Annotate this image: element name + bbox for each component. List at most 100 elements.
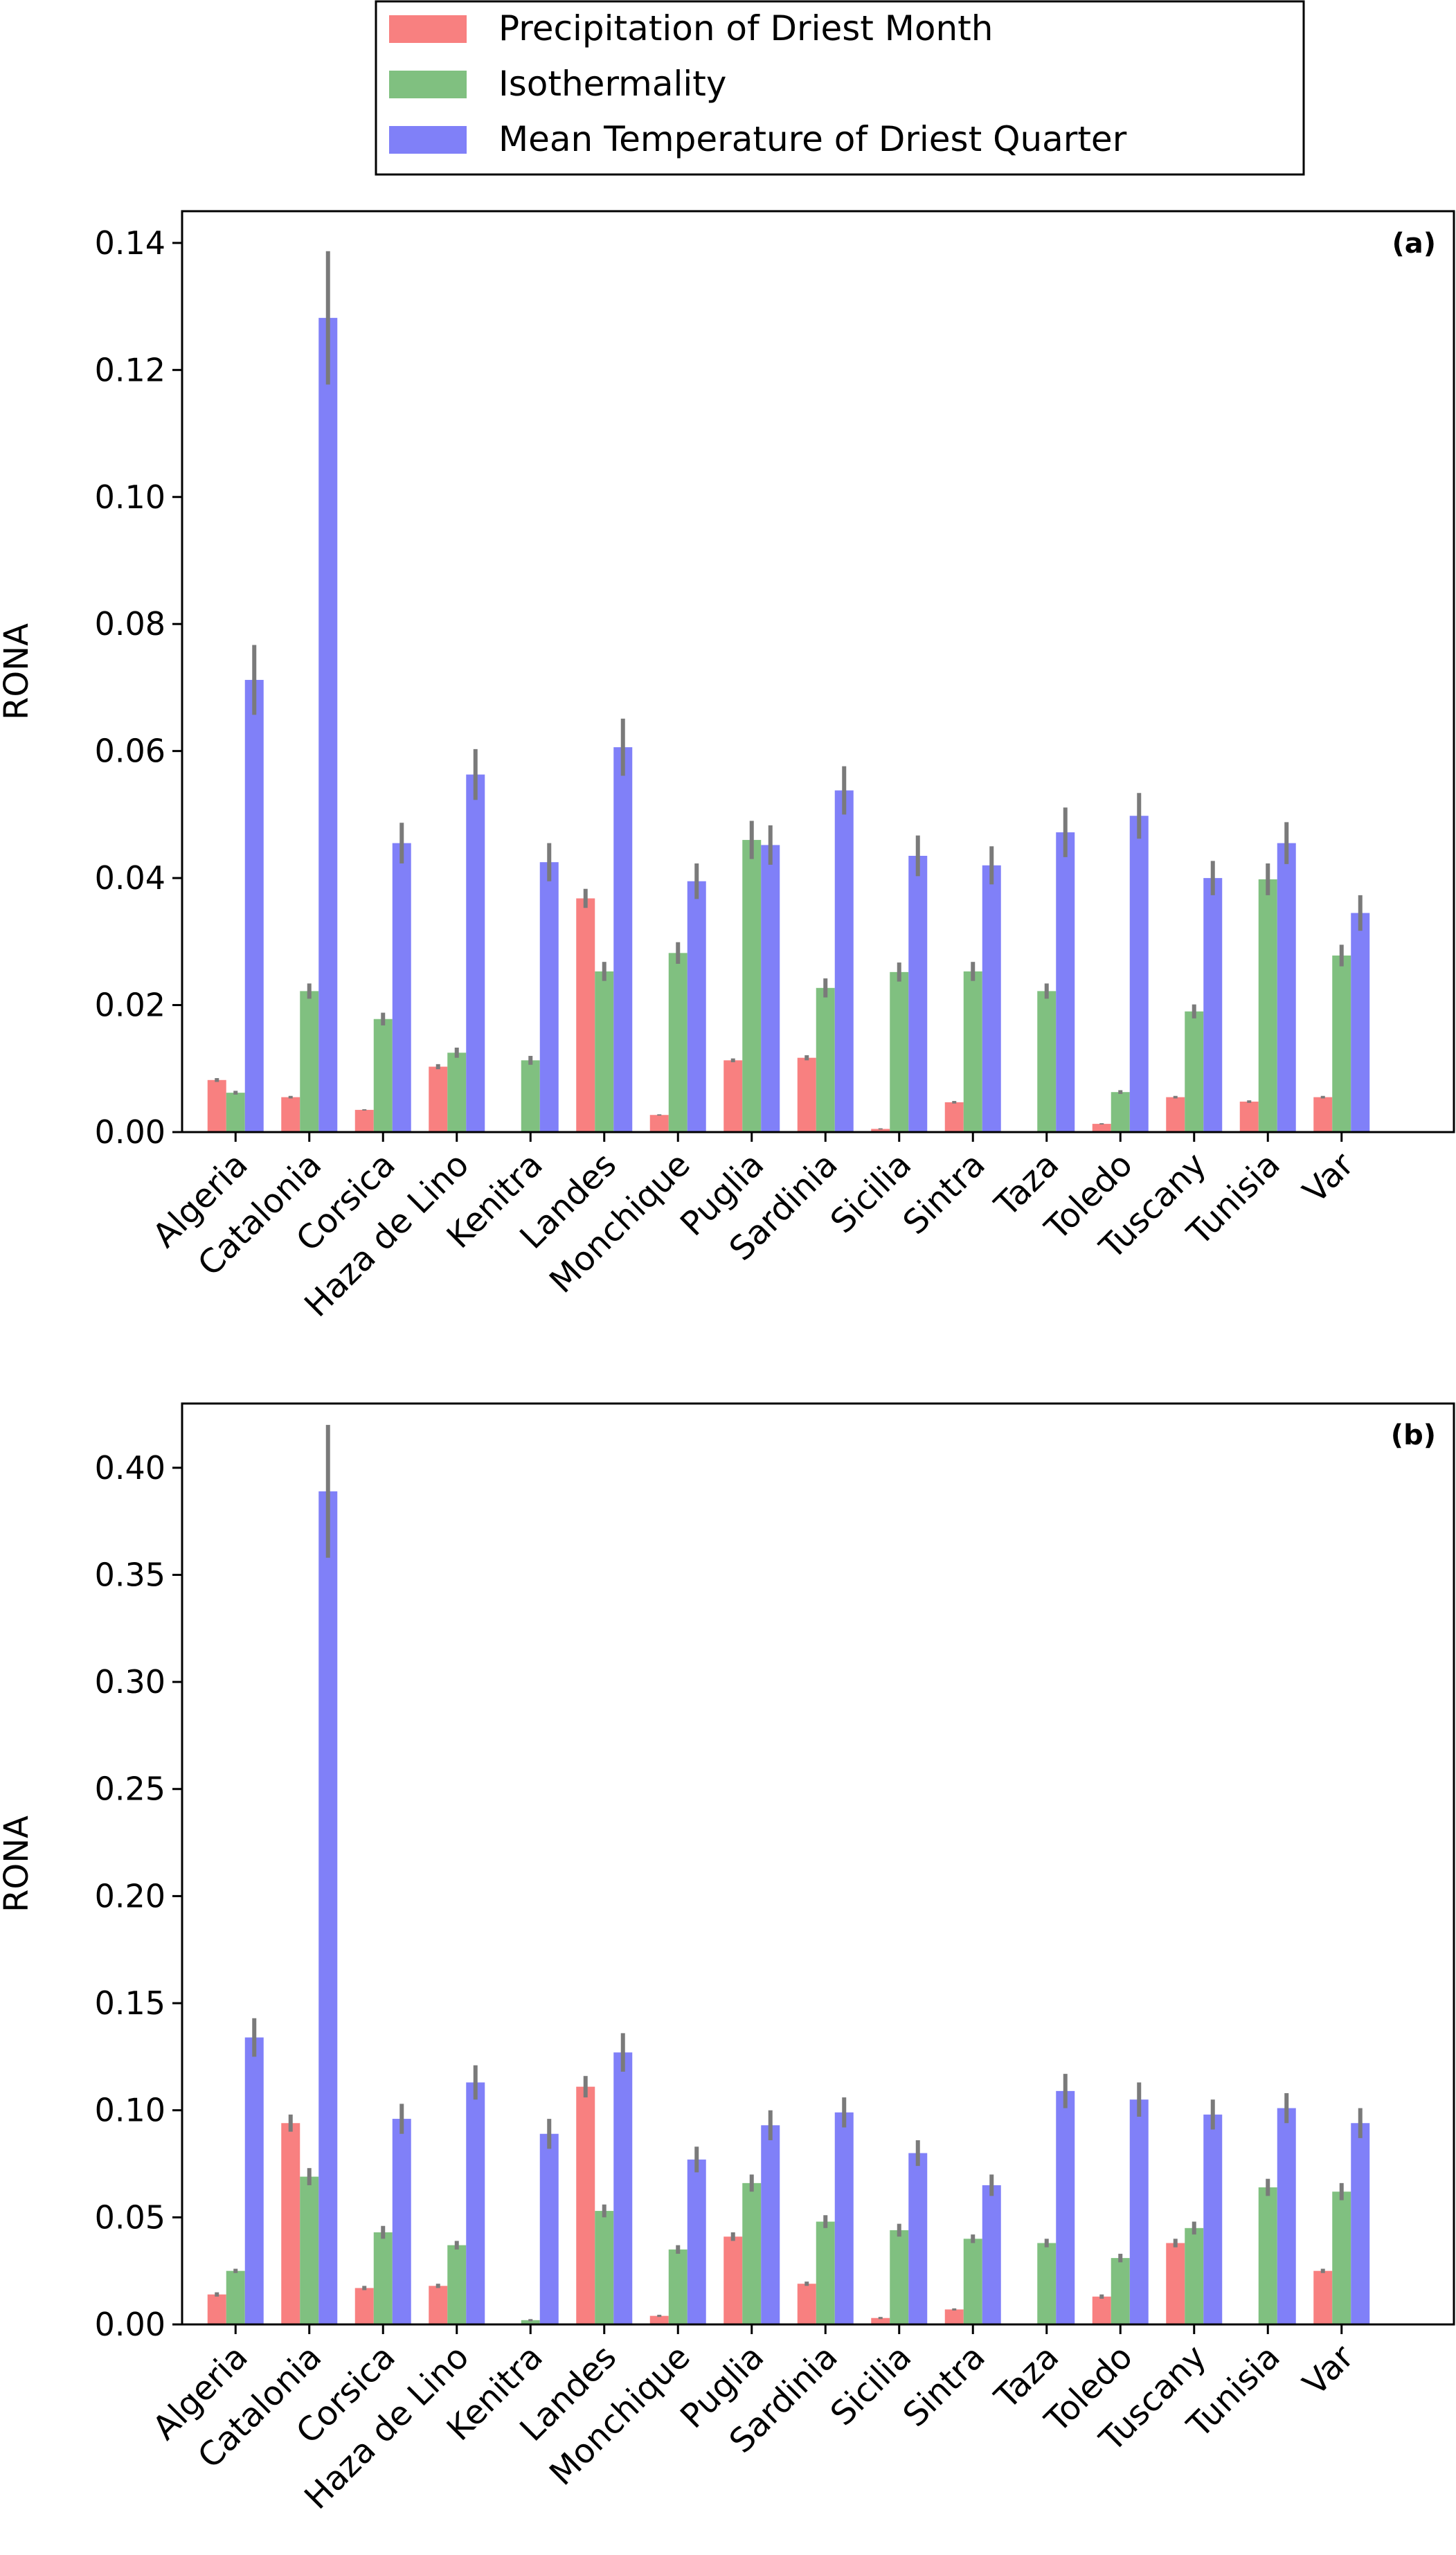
panel-a-bar-toledo-precipitation-of-driest-month [1092,1124,1111,1132]
panel-b-bar-tuscany-mean-temperature-of-driest-quarter [1203,2114,1223,2324]
panel-a-bar-taza-isothermality [1037,991,1057,1132]
panel-b-bar-sicilia-mean-temperature-of-driest-quarter [908,2153,928,2324]
panel-a-bar-algeria-mean-temperature-of-driest-quarter [244,679,264,1132]
panel-b-error-bars-layer [215,1424,1363,2322]
panel-b-bars-layer [207,1491,1370,2324]
panel-a-bar-landes-precipitation-of-driest-month [576,898,595,1132]
panel-a-bar-algeria-isothermality [226,1093,245,1132]
panel-a-bar-tunisia-isothermality [1258,879,1277,1132]
panel-b-y-tick-label: 0.40 [95,1449,165,1487]
panel-b-bar-landes-isothermality [595,2211,614,2324]
panel-b-bar-algeria-precipitation-of-driest-month [207,2294,226,2324]
panel-a-bar-monchique-isothermality [668,953,687,1132]
panel-b-y-tick-label: 0.35 [95,1556,165,1593]
panel-b-bar-monchique-precipitation-of-driest-month [649,2315,669,2324]
panel-b-bar-var-precipitation-of-driest-month [1313,2270,1333,2324]
panel-b-y-tick-label: 0.25 [95,1770,165,1808]
panel-b-bar-algeria-mean-temperature-of-driest-quarter [244,2037,264,2324]
panel-b-bar-sintra-mean-temperature-of-driest-quarter [982,2185,1001,2324]
panel-a-bar-kenitra-mean-temperature-of-driest-quarter [539,862,559,1132]
panel-b-bar-haza-de-lino-precipitation-of-driest-month [429,2286,448,2324]
panel-b-bar-catalonia-isothermality [300,2176,319,2324]
panel-b-bar-sardinia-mean-temperature-of-driest-quarter [834,2112,854,2324]
panel-b-bar-puglia-mean-temperature-of-driest-quarter [761,2125,780,2324]
panel-a-y-tick-label: 0.04 [95,859,165,897]
panel-b-y-tick-label: 0.05 [95,2198,165,2236]
panel-b-y-tick-label: 0.00 [95,2306,165,2343]
panel-b-bar-sicilia-precipitation-of-driest-month [871,2318,890,2324]
panel-b-bar-taza-isothermality [1037,2243,1057,2324]
panel-b-bar-landes-precipitation-of-driest-month [576,2086,595,2324]
panel-a-y-tick-label: 0.08 [95,605,165,643]
panel-b-bar-tunisia-isothermality [1258,2187,1277,2324]
panel-b-y-tick-label: 0.10 [95,2092,165,2129]
panel-a-bar-corsica-precipitation-of-driest-month [354,1109,374,1132]
panel-a-bar-corsica-mean-temperature-of-driest-quarter [392,843,411,1132]
panel-a-bar-sicilia-mean-temperature-of-driest-quarter [908,856,928,1132]
panel-a-bar-toledo-mean-temperature-of-driest-quarter [1129,816,1149,1132]
panel-b-bar-puglia-precipitation-of-driest-month [723,2236,743,2324]
panel-b-bar-catalonia-mean-temperature-of-driest-quarter [318,1491,338,2324]
panel-b-label: (b) [1391,1419,1436,1451]
panel-a-bar-catalonia-precipitation-of-driest-month [281,1097,300,1132]
panel-b-bar-monchique-isothermality [668,2249,687,2324]
panel-a-bar-haza-de-lino-isothermality [447,1052,467,1132]
panel-a-bar-sicilia-precipitation-of-driest-month [871,1129,890,1132]
panel-b-frame [181,1402,1455,2326]
panel-a-bar-toledo-isothermality [1111,1092,1130,1132]
panel-a-bar-sintra-precipitation-of-driest-month [944,1102,964,1132]
panel-a-bar-monchique-mean-temperature-of-driest-quarter [687,881,706,1132]
panel-a-label: (a) [1392,228,1436,260]
panel-a-bar-monchique-precipitation-of-driest-month [649,1115,669,1132]
panel-b-y-tick-label: 0.15 [95,1984,165,2022]
panel-a-y-tick-label: 0.14 [95,224,165,262]
panel-b-bar-sintra-isothermality [963,2239,982,2324]
panel-a-bar-var-precipitation-of-driest-month [1313,1097,1333,1132]
panel-b-bar-sintra-precipitation-of-driest-month [944,2309,964,2324]
panel-b-bar-algeria-isothermality [226,2270,245,2324]
panel-b-bar-corsica-mean-temperature-of-driest-quarter [392,2119,411,2324]
panel-b-bar-tuscany-precipitation-of-driest-month [1166,2243,1185,2324]
panel-b-bar-toledo-mean-temperature-of-driest-quarter [1129,2099,1149,2324]
panel-a-bar-landes-isothermality [595,971,614,1132]
panel-a-bar-sintra-mean-temperature-of-driest-quarter [982,865,1001,1132]
panel-a-bar-tuscany-mean-temperature-of-driest-quarter [1203,878,1223,1132]
panel-a-bar-taza-mean-temperature-of-driest-quarter [1056,832,1075,1132]
legend-swatch-mean-temperature [389,126,467,154]
panel-b-bar-toledo-precipitation-of-driest-month [1092,2296,1111,2324]
panel-b-bar-puglia-isothermality [742,2182,762,2324]
panel-a-bar-tunisia-precipitation-of-driest-month [1239,1101,1259,1132]
panel-a-bar-var-mean-temperature-of-driest-quarter [1351,913,1370,1132]
panel-a-error-bars-layer [215,251,1363,1130]
panel-b-bar-landes-mean-temperature-of-driest-quarter [613,2052,633,2324]
panel-b-bar-corsica-isothermality [373,2232,393,2324]
panel-a-bar-catalonia-mean-temperature-of-driest-quarter [318,318,338,1132]
panel-a-y-axis-label: RONA [0,623,36,720]
legend-frame [375,0,1305,176]
panel-a-bar-puglia-mean-temperature-of-driest-quarter [761,845,780,1132]
panel-a-bar-kenitra-isothermality [521,1060,540,1132]
panel-a-bar-corsica-isothermality [373,1019,393,1132]
panel-a-bars-layer [207,318,1370,1132]
panel-b-bar-sicilia-isothermality [890,2230,909,2324]
panel-b-y-tick-label: 0.20 [95,1877,165,1915]
legend: Precipitation of Driest Month Isothermal… [375,0,1305,176]
panel-a-bar-puglia-precipitation-of-driest-month [723,1060,743,1132]
panel-a-frame [181,210,1455,1133]
legend-label-mean-temperature: Mean Temperature of Driest Quarter [498,119,1127,159]
panel-b-bar-var-mean-temperature-of-driest-quarter [1351,2123,1370,2324]
legend-label-isothermality: Isothermality [498,64,726,104]
panel-a-bar-sardinia-precipitation-of-driest-month [797,1057,816,1132]
panel-a-bar-sicilia-isothermality [890,971,909,1132]
panel-a-bar-catalonia-isothermality [300,991,319,1132]
panel-b-bar-var-isothermality [1332,2191,1351,2324]
panel-b-bar-taza-mean-temperature-of-driest-quarter [1056,2090,1075,2324]
panel-b-bar-catalonia-precipitation-of-driest-month [281,2123,300,2324]
panel-b-y-axis-label: RONA [0,1816,36,1912]
panel-a-bar-var-isothermality [1332,956,1351,1132]
legend-label-precipitation: Precipitation of Driest Month [498,8,993,48]
panel-b-y-tick-label: 0.30 [95,1663,165,1701]
panel-a-bar-sardinia-isothermality [816,987,835,1132]
